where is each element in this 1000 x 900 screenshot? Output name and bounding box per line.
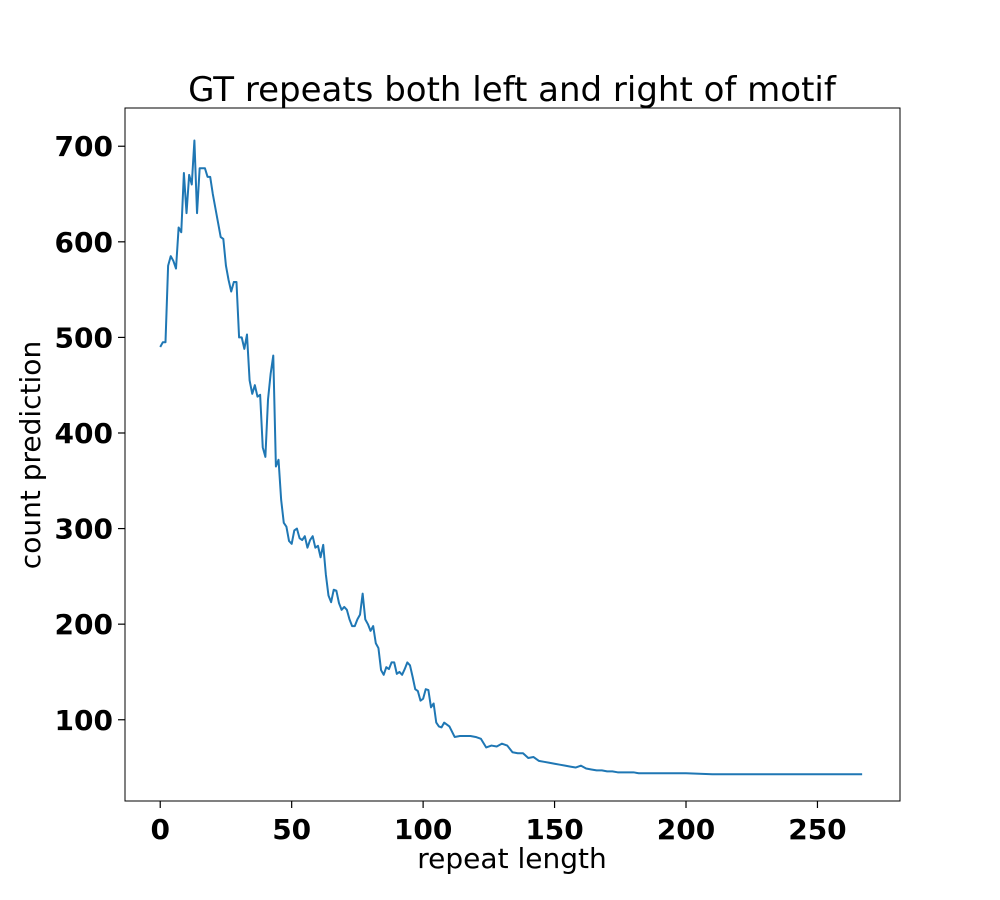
chart-title: GT repeats both left and right of motif bbox=[188, 70, 837, 110]
x-tick-label: 100 bbox=[394, 813, 452, 846]
y-tick-label: 300 bbox=[55, 513, 113, 546]
y-tick-label: 400 bbox=[55, 417, 113, 450]
x-tick-label: 50 bbox=[272, 813, 311, 846]
x-tick-label: 0 bbox=[150, 813, 169, 846]
y-tick-label: 600 bbox=[55, 226, 113, 259]
x-tick-label: 150 bbox=[525, 813, 583, 846]
x-tick-label: 250 bbox=[788, 813, 846, 846]
plot-area bbox=[124, 107, 901, 802]
y-tick-label: 500 bbox=[55, 321, 113, 354]
x-tick-label: 200 bbox=[657, 813, 715, 846]
y-tick-label: 700 bbox=[55, 130, 113, 163]
y-tick-label: 100 bbox=[55, 704, 113, 737]
y-axis: 100 200 300 400 500 600 700 bbox=[55, 130, 125, 737]
x-axis: 0 50 100 150 200 250 bbox=[150, 801, 847, 846]
x-axis-label: repeat length bbox=[417, 842, 606, 875]
y-axis-label: count prediction bbox=[14, 341, 47, 569]
series-line bbox=[159, 139, 863, 776]
y-tick-label: 200 bbox=[55, 608, 113, 641]
